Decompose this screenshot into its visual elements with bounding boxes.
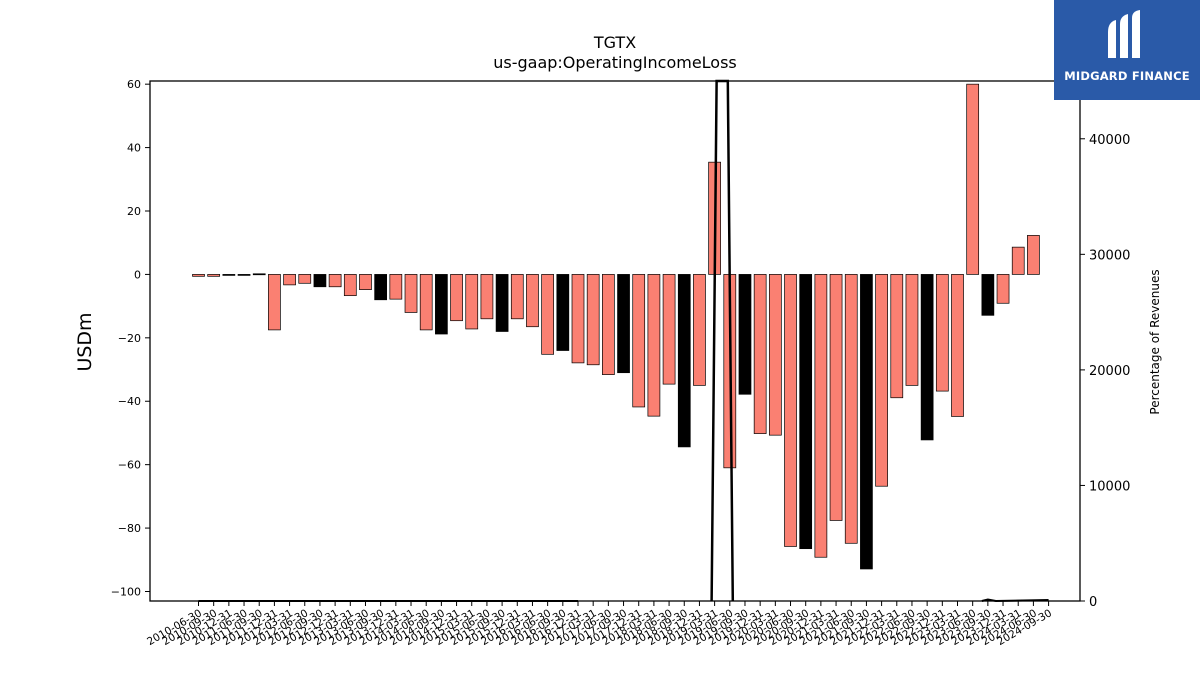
bar-2016-03-31: [526, 274, 539, 328]
bar-2019-09-30: [738, 274, 752, 395]
y2-tick-label: 20000: [1089, 364, 1130, 379]
bar-2020-09-30: [799, 274, 813, 550]
chart-subtitle: us-gaap:OperatingIncomeLoss: [493, 53, 737, 72]
plot-frame: [149, 80, 1081, 602]
bar-2018-06-30: [662, 274, 676, 385]
bar-2022-12-31: [935, 274, 949, 392]
bar-2013-06-30: [359, 274, 372, 290]
bar-2015-06-30: [480, 274, 494, 320]
y-tick-label: −60: [118, 459, 141, 472]
bar-2012-06-30: [298, 274, 312, 284]
y2-tick-label: 40000: [1089, 133, 1130, 148]
bar-2016-12-31: [571, 274, 585, 364]
bar-2014-03-31: [404, 274, 418, 313]
y-tick-label: −40: [118, 395, 141, 408]
bar-2013-03-31: [343, 274, 357, 297]
bar-2012-09-30: [313, 274, 327, 288]
bar-2021-06-30: [844, 274, 858, 544]
y-tick-label: 20: [127, 205, 141, 218]
y-tick-label: 0: [134, 268, 141, 281]
bar-2012-12-31: [328, 274, 342, 288]
bar-2014-06-30: [419, 274, 433, 331]
bar-2022-09-30: [920, 274, 934, 441]
bar-2023-03-31: [951, 274, 964, 417]
bar-2024-06-30: [1027, 235, 1040, 275]
bar-2022-06-30: [905, 274, 919, 386]
bar-2020-12-31: [814, 274, 828, 558]
y2-tick-label: 0: [1089, 595, 1097, 610]
bar-2017-12-31: [632, 274, 646, 408]
brand-logo: MIDGARD FINANCE: [1054, 0, 1200, 100]
y2-axis-label: Percentage of Revenues: [1148, 269, 1162, 414]
bar-2013-09-30: [374, 274, 388, 301]
bar-2014-09-30: [435, 274, 448, 335]
bar-2011-06-30: [237, 274, 251, 276]
bar-2017-06-30: [602, 274, 615, 375]
y-tick-label: −20: [118, 332, 141, 345]
bar-2013-12-31: [389, 274, 403, 300]
bar-2012-03-31: [283, 274, 296, 286]
bar-2018-09-30: [677, 274, 691, 448]
bar-2015-03-31: [465, 274, 479, 330]
bar-2018-03-31: [647, 274, 661, 417]
chart-title: TGTX: [593, 33, 636, 52]
bar-2021-03-31: [829, 274, 843, 521]
bar-2023-06-30: [966, 83, 980, 275]
bar-2023-09-30: [981, 274, 995, 316]
bar-2011-12-31: [268, 274, 281, 331]
y-tick-label: 40: [127, 142, 141, 155]
bar-2010-06-30: [192, 274, 205, 277]
bar-2020-06-30: [784, 274, 797, 547]
y2-tick-label: 30000: [1089, 248, 1130, 263]
bar-2015-12-31: [510, 274, 524, 320]
bar-2019-12-31: [753, 274, 767, 434]
bar-2017-09-30: [617, 274, 630, 374]
bar-2018-12-31: [693, 274, 706, 386]
bar-2022-03-31: [890, 274, 904, 399]
axes-group: 60 40 20 0 −20 −40 −60 −80 −100 0 10000 20000 30000 4…: [111, 78, 1131, 648]
bar-2024-03-31: [1011, 246, 1025, 275]
y-tick-label: −80: [118, 522, 141, 535]
bar-2010-09-30: [207, 274, 221, 277]
bar-2016-09-30: [556, 274, 570, 351]
y-axis-label: USDm: [74, 312, 96, 371]
bar-2015-09-30: [495, 274, 509, 332]
bar-2023-12-31: [996, 274, 1010, 304]
bar-2010-12-31: [222, 274, 236, 276]
bar-2017-03-31: [586, 274, 600, 366]
bar-2011-09-30: [252, 273, 266, 276]
bar-2014-12-31: [450, 274, 463, 322]
y-tick-label: 60: [127, 78, 141, 91]
bar-2021-12-31: [875, 274, 888, 487]
logo-text: MIDGARD FINANCE: [1064, 69, 1190, 83]
y2-tick-label: 10000: [1089, 479, 1130, 494]
secondary-line-spike: [710, 79, 735, 602]
bar-2021-09-30: [860, 274, 873, 570]
y-tick-label: −100: [111, 585, 141, 598]
bar-2020-03-31: [768, 274, 782, 436]
midgard-logo-icon: [1108, 10, 1140, 58]
bars-group: [192, 83, 1040, 570]
bar-2016-06-30: [541, 274, 554, 355]
